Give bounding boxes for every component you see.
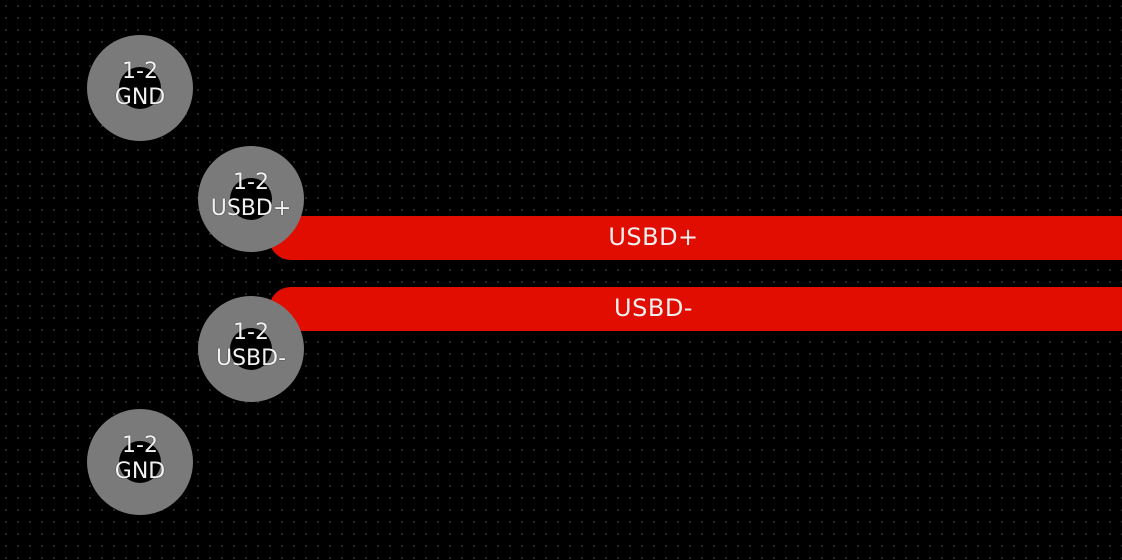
pad-net: GND <box>114 85 166 110</box>
pad-usbd-minus[interactable]: 1-2 USBD- <box>198 296 304 402</box>
pad-layers: 1-2 <box>233 170 269 195</box>
trace-usbd-plus[interactable]: USBD+ <box>269 216 1122 260</box>
pad-gnd-bottom[interactable]: 1-2 GND <box>87 409 193 515</box>
pad-layers: 1-2 <box>122 433 158 458</box>
pad-usbd-plus[interactable]: 1-2 USBD+ <box>198 146 304 252</box>
pad-label: 1-2 GND <box>67 433 213 485</box>
pad-net: USBD+ <box>210 196 292 221</box>
pad-layers: 1-2 <box>122 59 158 84</box>
trace-net-label: USBD- <box>614 294 693 322</box>
trace-net-label: USBD+ <box>608 223 699 251</box>
pad-net: GND <box>114 459 166 484</box>
pad-label: 1-2 USBD+ <box>178 170 324 222</box>
pad-net: USBD- <box>215 346 287 371</box>
trace-usbd-minus[interactable]: USBD- <box>269 287 1122 331</box>
drill-hole <box>230 178 272 220</box>
drill-hole <box>230 328 272 370</box>
pad-gnd-top[interactable]: 1-2 GND <box>87 35 193 141</box>
drill-hole <box>119 441 161 483</box>
pad-label: 1-2 USBD- <box>178 320 324 372</box>
drill-hole <box>119 67 161 109</box>
pad-layers: 1-2 <box>233 320 269 345</box>
pad-label: 1-2 GND <box>67 59 213 111</box>
